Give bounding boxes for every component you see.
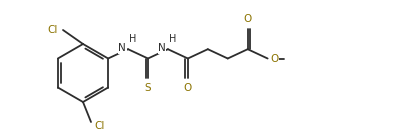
Text: H: H: [129, 34, 136, 44]
Text: S: S: [144, 83, 151, 93]
Text: Cl: Cl: [94, 121, 104, 131]
Text: O: O: [243, 14, 251, 24]
Text: O: O: [270, 54, 278, 64]
Text: Cl: Cl: [47, 25, 58, 35]
Text: N: N: [158, 43, 166, 53]
Text: H: H: [168, 34, 176, 44]
Text: O: O: [183, 83, 192, 93]
Text: N: N: [118, 43, 126, 53]
